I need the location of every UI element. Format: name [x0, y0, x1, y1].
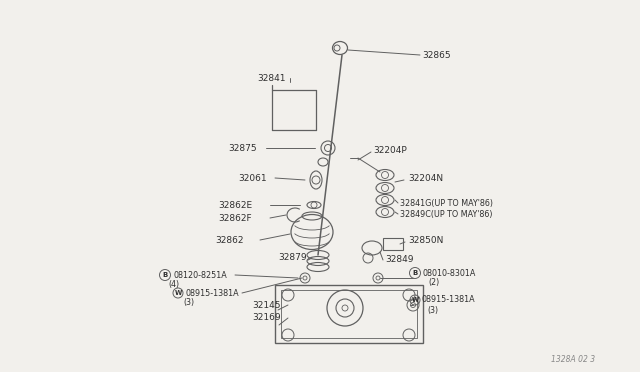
Text: 32862F: 32862F [218, 214, 252, 222]
Text: 32841G(UP TO MAY'86): 32841G(UP TO MAY'86) [400, 199, 493, 208]
Text: 32849C(UP TO MAY'86): 32849C(UP TO MAY'86) [400, 209, 493, 218]
Text: 32169: 32169 [252, 314, 280, 323]
Text: 32865: 32865 [422, 51, 451, 60]
Text: (4): (4) [168, 280, 179, 289]
Bar [275, 285, 423, 343]
Text: 32862E: 32862E [218, 201, 252, 209]
Text: 32850N: 32850N [408, 235, 444, 244]
Text: 32841: 32841 [257, 74, 285, 83]
Text: 32145: 32145 [252, 301, 280, 310]
Text: 1328A 02 3: 1328A 02 3 [551, 356, 595, 365]
Text: B: B [163, 272, 168, 278]
Text: W: W [412, 297, 419, 303]
Text: 08010-8301A: 08010-8301A [423, 269, 476, 278]
Text: (3): (3) [183, 298, 194, 308]
Text: 08915-1381A: 08915-1381A [185, 289, 239, 298]
Text: 32879: 32879 [278, 253, 307, 263]
Text: 08120-8251A: 08120-8251A [173, 270, 227, 279]
Text: 32849: 32849 [385, 256, 413, 264]
Bar [281, 290, 417, 338]
Text: B: B [412, 270, 418, 276]
Text: 32204P: 32204P [373, 145, 407, 154]
Text: 32862: 32862 [215, 235, 243, 244]
Text: W: W [174, 290, 182, 296]
Text: 32204N: 32204N [408, 173, 443, 183]
Text: 08915-1381A: 08915-1381A [422, 295, 476, 305]
Text: (3): (3) [427, 305, 438, 314]
Text: (2): (2) [428, 279, 439, 288]
Text: 32061: 32061 [238, 173, 267, 183]
Text: 32875: 32875 [228, 144, 257, 153]
Bar [383, 238, 403, 250]
